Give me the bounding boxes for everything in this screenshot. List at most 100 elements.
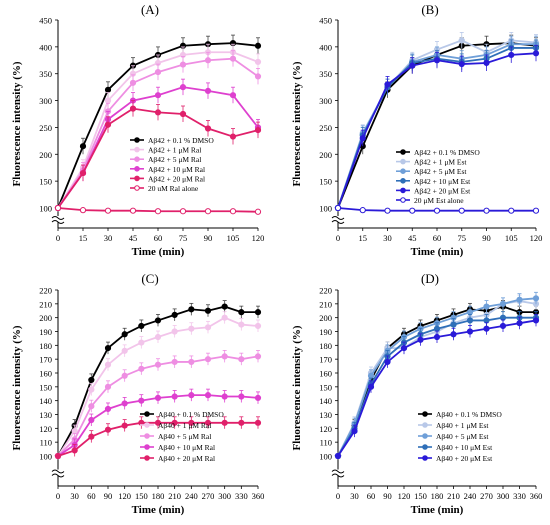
- data-point: [129, 79, 137, 86]
- y-tick-label: 100: [319, 452, 332, 462]
- legend-swatch-marker: [144, 411, 150, 417]
- data-point: [466, 317, 474, 324]
- data-point: [104, 405, 112, 413]
- y-tick-label: 400: [319, 42, 332, 52]
- y-tick-label: 350: [319, 69, 332, 79]
- x-tick-label: 60: [367, 491, 376, 501]
- data-point: [238, 393, 245, 400]
- y-tick-label: 350: [39, 69, 52, 79]
- series-4: [334, 44, 540, 212]
- y-tick-label: 400: [39, 42, 52, 52]
- y-tick-label: 200: [39, 313, 52, 323]
- legend-label: Aβ40 + 5 μM Est: [436, 432, 489, 441]
- x-tick-label: 15: [79, 233, 88, 243]
- x-axis-title: Time (min): [411, 504, 464, 516]
- y-tick-label: 150: [39, 177, 52, 187]
- data-point: [409, 207, 416, 214]
- y-tick-label: 160: [319, 369, 332, 379]
- x-tick-label: 60: [87, 491, 96, 501]
- series-1: [54, 311, 262, 460]
- y-tick-label: 100: [39, 204, 52, 214]
- legend-label: Aβ40 + 20 μM Est: [436, 454, 493, 463]
- x-tick-label: 270: [480, 491, 493, 501]
- data-point: [334, 452, 342, 460]
- legend-label: Aβ40 + 1 μM Est: [436, 421, 489, 430]
- data-point: [179, 84, 187, 91]
- x-tick-label: 240: [185, 491, 198, 501]
- series-2: [54, 349, 262, 460]
- y-tick-label: 110: [40, 438, 52, 448]
- x-tick-label: 150: [135, 491, 148, 501]
- x-tick-label: 210: [168, 491, 181, 501]
- legend-label: Aβ40 + 5 μM Ral: [158, 432, 211, 441]
- y-tick-label: 150: [319, 177, 332, 187]
- data-point: [204, 356, 212, 363]
- legend-label: Aβ40 + 0.1 % DMSO: [158, 410, 224, 419]
- x-tick-label: 0: [56, 233, 60, 243]
- legend-swatch-marker: [144, 444, 150, 450]
- data-point: [171, 358, 178, 366]
- legend-swatch-marker: [400, 187, 406, 194]
- y-tick-label: 450: [319, 16, 332, 26]
- data-point: [79, 169, 87, 177]
- legend-label: Aβ40 + 10 μM Est: [436, 443, 493, 452]
- panel-label: (A): [141, 2, 159, 17]
- x-tick-label: 0: [336, 233, 340, 243]
- series-4: [54, 100, 262, 212]
- data-point: [516, 320, 523, 327]
- y-tick-label: 450: [39, 16, 52, 26]
- x-tick-label: 360: [530, 491, 543, 501]
- data-point: [254, 127, 262, 134]
- legend: Aβ40 + 0.1 % DMSO Aβ40 + 1 μM Ral Aβ40 + 5…: [140, 410, 224, 463]
- data-point: [221, 303, 228, 310]
- data-point: [409, 62, 416, 69]
- data-point: [204, 419, 212, 426]
- data-point: [121, 400, 128, 407]
- data-point: [229, 55, 237, 62]
- legend-swatch-marker: [134, 156, 140, 162]
- data-point: [359, 135, 366, 142]
- data-point: [121, 422, 128, 429]
- x-tick-label: 0: [336, 491, 340, 501]
- x-tick-label: 150: [414, 491, 427, 501]
- data-point: [221, 353, 228, 360]
- y-axis-title: Fluorescence intensity (%): [11, 325, 23, 450]
- y-tick-label: 170: [39, 355, 52, 365]
- legend-swatch-marker: [134, 185, 140, 191]
- y-tick-label: 210: [39, 299, 52, 309]
- data-point: [104, 361, 112, 368]
- legend-label: Aβ42 + 20 μM Ral: [148, 174, 205, 183]
- legend-label: Aβ42 + 0.1 % DMSO: [414, 148, 480, 157]
- data-point: [466, 309, 474, 316]
- data-point: [138, 365, 145, 372]
- series-4: [54, 416, 262, 460]
- data-point: [254, 73, 262, 80]
- legend-swatch-marker: [400, 149, 406, 155]
- axis-break-mark: [331, 220, 345, 224]
- data-point: [88, 416, 95, 424]
- data-point: [516, 296, 523, 303]
- data-point: [400, 345, 408, 352]
- x-tick-label: 210: [447, 491, 460, 501]
- data-point: [204, 57, 212, 64]
- data-point: [104, 97, 112, 104]
- y-tick-label: 200: [319, 150, 332, 160]
- data-point: [154, 394, 162, 401]
- data-point: [221, 393, 228, 400]
- data-point: [483, 59, 490, 67]
- data-point: [238, 321, 245, 328]
- data-point: [229, 133, 237, 140]
- series-5: [334, 204, 540, 214]
- data-point: [121, 372, 128, 379]
- y-tick-label: 210: [319, 299, 332, 309]
- x-tick-label: 90: [383, 491, 392, 501]
- data-point: [367, 383, 375, 390]
- chart-panel-d: (D) 100 110 120 130 140 150 160 170 180 190 200 210 2…: [291, 271, 542, 516]
- data-point: [179, 208, 187, 215]
- data-point: [458, 37, 465, 44]
- axis-break-mark: [51, 473, 65, 478]
- series-4: [334, 314, 540, 460]
- y-tick-label: 200: [39, 150, 52, 160]
- data-point: [483, 325, 490, 332]
- x-tick-label: 15: [359, 233, 368, 243]
